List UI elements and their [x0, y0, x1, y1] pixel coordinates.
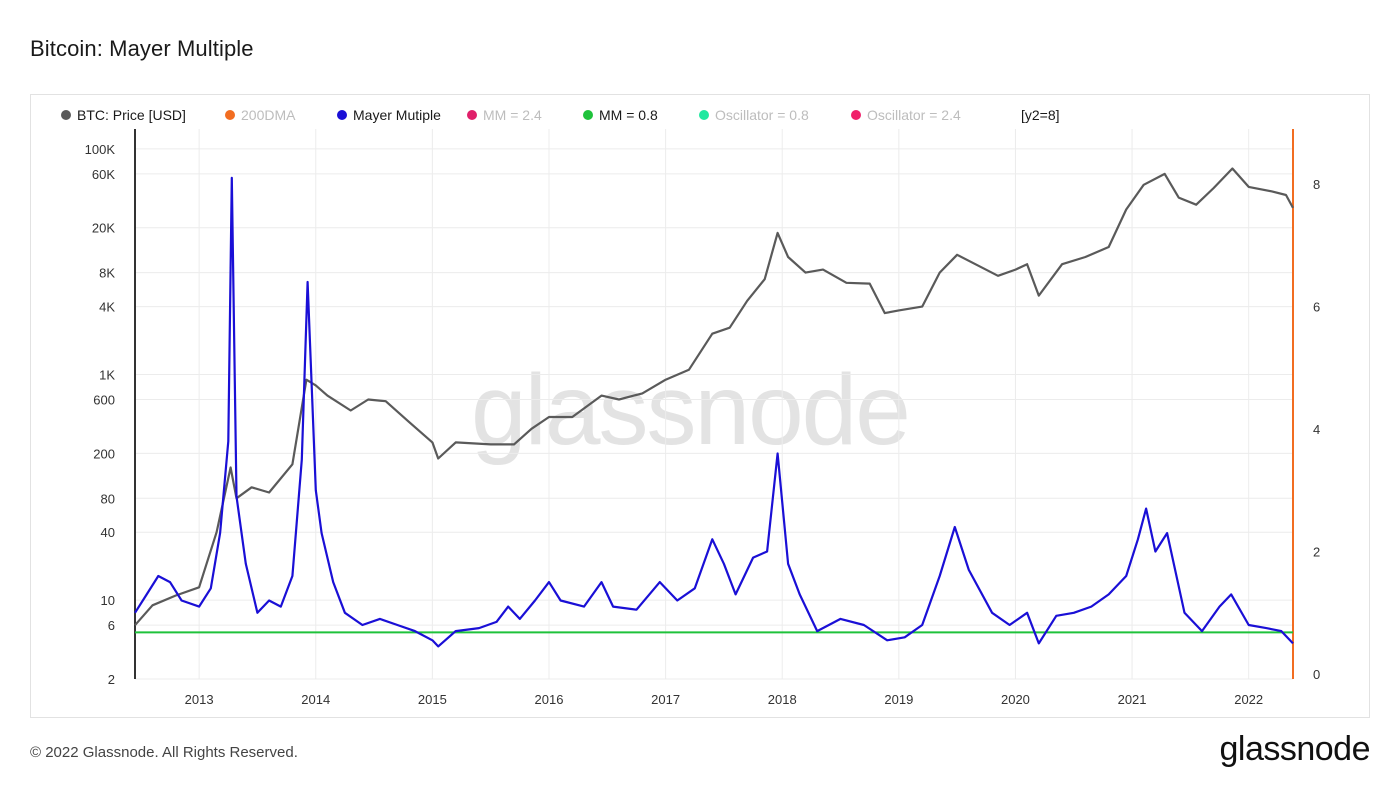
- legend-label: Mayer Mutiple: [353, 107, 441, 123]
- x-tick-label: 2021: [1118, 692, 1147, 707]
- legend-dot-icon: [225, 110, 235, 120]
- x-tick-label: 2016: [535, 692, 564, 707]
- x-tick-label: 2019: [884, 692, 913, 707]
- chart-plot[interactable]: 100K 60K 20K 8K 4K 1K 600 200 80 40 10 6 2 8 6 4 2 0 2013 2…: [31, 95, 1371, 719]
- series-line-btc-price[interactable]: [134, 167, 1294, 626]
- legend-dot-icon: [699, 110, 709, 120]
- y-left-tick-label: 8K: [99, 266, 115, 281]
- x-tick-label: 2022: [1234, 692, 1263, 707]
- x-tick-label: 2018: [768, 692, 797, 707]
- x-tick-label: 2013: [185, 692, 214, 707]
- y-left-tick-label: 80: [101, 491, 115, 506]
- legend-label: MM = 2.4: [483, 107, 542, 123]
- y-right-tick-label: 6: [1313, 300, 1320, 315]
- legend-label: 200DMA: [241, 107, 296, 123]
- y-left-tick-label: 600: [93, 393, 115, 408]
- y-left-tick-label: 4K: [99, 300, 115, 315]
- legend-item-mm-0-8[interactable]: MM = 0.8: [583, 107, 699, 123]
- y-left-tick-label: 1K: [99, 368, 115, 383]
- y-right-tick-label: 2: [1313, 545, 1320, 560]
- legend-label: MM = 0.8: [599, 107, 658, 123]
- y-left-tick-label: 2: [108, 672, 115, 687]
- legend-dot-icon: [467, 110, 477, 120]
- legend-label: Oscillator = 2.4: [867, 107, 961, 123]
- legend-label: BTC: Price [USD]: [77, 107, 186, 123]
- copyright-text: © 2022 Glassnode. All Rights Reserved.: [30, 744, 298, 761]
- x-tick-label: 2014: [301, 692, 330, 707]
- y-right-tick-label: 0: [1313, 667, 1320, 682]
- y-right-tick-label: 4: [1313, 422, 1320, 437]
- y-left-tick-label: 6: [108, 618, 115, 633]
- x-tick-label: 2017: [651, 692, 680, 707]
- legend-dot-icon: [61, 110, 71, 120]
- legend-item-y2-scale[interactable]: [y2=8]: [1021, 107, 1060, 123]
- page-title: Bitcoin: Mayer Multiple: [30, 36, 254, 61]
- legend-label: [y2=8]: [1021, 107, 1060, 123]
- y-left-tick-label: 10: [101, 593, 115, 608]
- y-left-tick-label: 100K: [85, 142, 116, 157]
- chart-card: BTC: Price [USD] 200DMA Mayer Mutiple MM…: [30, 94, 1370, 718]
- y-left-tick-label: 200: [93, 446, 115, 461]
- legend-item-200dma[interactable]: 200DMA: [225, 107, 337, 123]
- chart-legend: BTC: Price [USD] 200DMA Mayer Mutiple MM…: [61, 101, 1060, 129]
- legend-item-oscillator-0-8[interactable]: Oscillator = 0.8: [699, 107, 851, 123]
- x-tick-label: 2015: [418, 692, 447, 707]
- y-left-tick-label: 60K: [92, 167, 115, 182]
- legend-dot-icon: [851, 110, 861, 120]
- legend-item-oscillator-2-4[interactable]: Oscillator = 2.4: [851, 107, 1021, 123]
- legend-label: Oscillator = 0.8: [715, 107, 809, 123]
- y-left-tick-label: 20K: [92, 221, 115, 236]
- y-right-tick-label: 8: [1313, 177, 1320, 192]
- x-tick-label: 2020: [1001, 692, 1030, 707]
- legend-item-price[interactable]: BTC: Price [USD]: [61, 107, 225, 123]
- y-left-tick-label: 40: [101, 525, 115, 540]
- series-line-mayer-multiple[interactable]: [134, 176, 1294, 648]
- legend-item-mm-2-4[interactable]: MM = 2.4: [467, 107, 583, 123]
- legend-item-mayer-multiple[interactable]: Mayer Mutiple: [337, 107, 467, 123]
- legend-dot-icon: [583, 110, 593, 120]
- glassnode-logo[interactable]: glassnode: [1219, 730, 1370, 768]
- legend-dot-icon: [337, 110, 347, 120]
